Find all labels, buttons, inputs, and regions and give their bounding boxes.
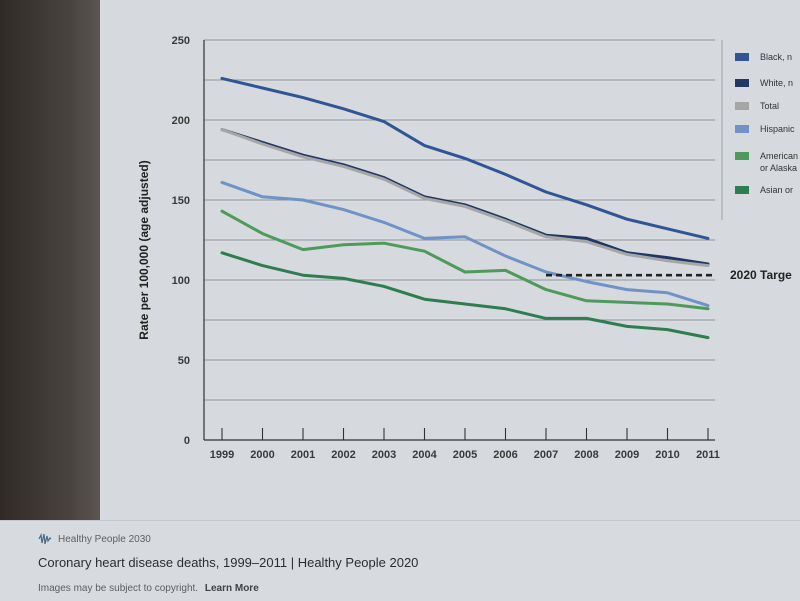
learn-more-link[interactable]: Learn More <box>204 583 259 594</box>
x-tick-label: 2002 <box>331 449 355 461</box>
caption-title[interactable]: Coronary heart disease deaths, 1999–2011… <box>38 555 419 570</box>
y-tick-label: 150 <box>172 195 190 207</box>
x-tick-label: 2011 <box>696 449 720 461</box>
series-layer <box>220 76 710 340</box>
chart: 0 50 100 150 200 250 1999 2000 2001 2002 2003 2004 2… <box>137 35 798 461</box>
x-tick-label: 2004 <box>412 449 437 461</box>
copyright-notice: Images may be subject to copyright. Lear… <box>38 583 259 594</box>
y-tick-label: 0 <box>184 435 190 447</box>
series-line <box>220 180 710 308</box>
y-tick-label: 200 <box>172 115 190 127</box>
legend-swatch <box>735 152 749 160</box>
x-tick-label: 2008 <box>574 449 598 461</box>
target-label: 2020 Targe <box>730 268 792 282</box>
x-tick-label: 2007 <box>534 449 558 461</box>
image-caption-panel: Healthy People 2030 Coronary heart disea… <box>0 520 800 601</box>
copyright-text: Images may be subject to copyright. <box>38 583 199 594</box>
legend-label: Asian or <box>760 185 793 195</box>
legend-swatch <box>735 125 749 133</box>
monitor-bezel <box>0 0 100 600</box>
legend-swatch <box>735 186 749 194</box>
legend-label: Black, n <box>760 52 792 62</box>
legend: Black, n White, n Total Hispanic American or … <box>721 40 798 220</box>
series-line <box>220 251 710 340</box>
x-tick-label: 1999 <box>210 449 234 461</box>
annotation-layer: 2020 Targe <box>546 268 792 282</box>
y-tick-label: 250 <box>172 35 190 47</box>
y-axis-label: Rate per 100,000 (age adjusted) <box>137 160 151 339</box>
axis-layer: 0 50 100 150 200 250 1999 2000 2001 2002 2003 2004 2… <box>172 35 720 461</box>
x-tick-label: 2005 <box>453 449 477 461</box>
x-tick-label: 2006 <box>493 449 517 461</box>
x-tick-label: 2003 <box>372 449 396 461</box>
legend-swatch <box>735 53 749 61</box>
legend-label: Total <box>760 101 779 111</box>
legend-label: American <box>760 151 798 161</box>
series-line <box>220 76 710 240</box>
grid-layer <box>204 39 715 401</box>
legend-label: Hispanic <box>760 124 795 134</box>
series-line <box>220 128 710 266</box>
y-tick-label: 100 <box>172 275 190 287</box>
legend-swatch <box>735 79 749 87</box>
x-tick-label: 2009 <box>615 449 639 461</box>
source-row[interactable]: Healthy People 2030 <box>38 533 151 545</box>
x-tick-label: 2000 <box>250 449 274 461</box>
x-tick-label: 2001 <box>291 449 315 461</box>
source-name: Healthy People 2030 <box>58 533 151 545</box>
healthy-people-logo-icon <box>38 533 52 545</box>
series-line <box>220 128 710 268</box>
legend-swatch <box>735 102 749 110</box>
legend-label: White, n <box>760 78 793 88</box>
y-tick-label: 50 <box>178 355 190 367</box>
x-tick-label: 2010 <box>655 449 679 461</box>
series-line <box>220 209 710 311</box>
legend-label: or Alaska <box>760 163 797 173</box>
